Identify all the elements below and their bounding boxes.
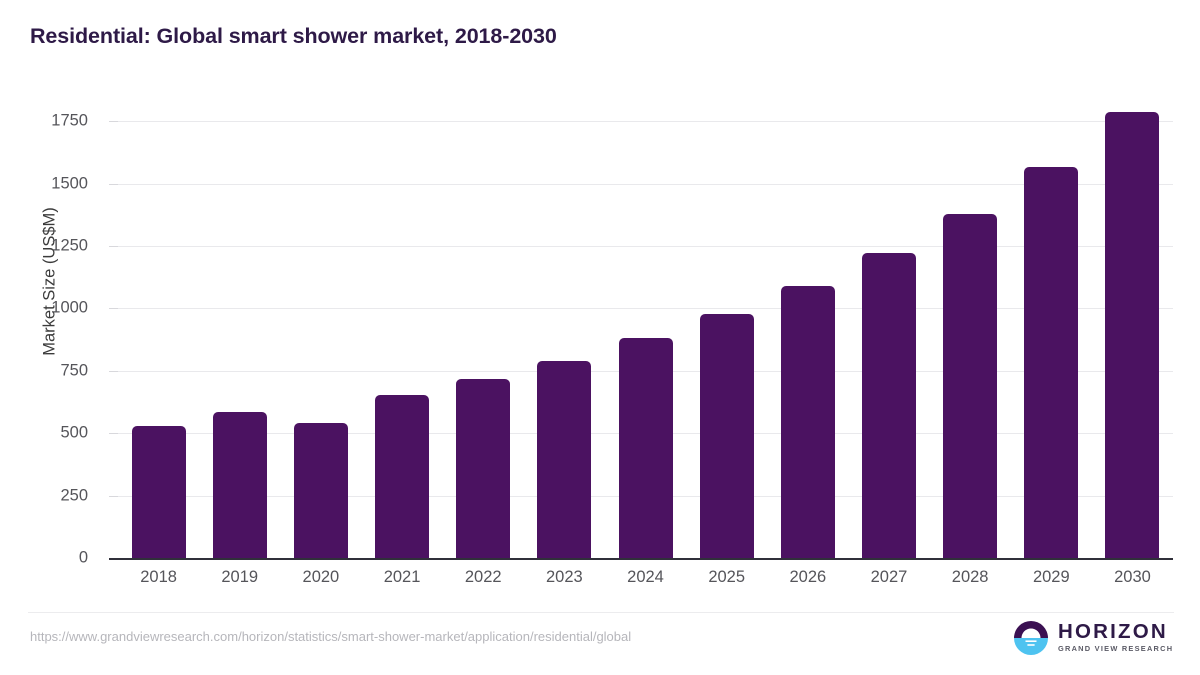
y-axis-tick-label: 0 bbox=[78, 548, 88, 567]
logo-subtitle: GRAND VIEW RESEARCH bbox=[1058, 644, 1174, 653]
y-axis-title: Market Size (US$M) bbox=[40, 207, 59, 356]
bar-slot bbox=[443, 90, 524, 558]
y-axis-tickmark bbox=[109, 433, 118, 435]
bar-slot bbox=[1011, 90, 1092, 558]
bar-series bbox=[118, 90, 1173, 558]
bar-slot bbox=[1092, 90, 1173, 558]
bar-2022[interactable] bbox=[456, 378, 511, 558]
y-axis-tick-label: 1500 bbox=[51, 174, 88, 193]
source-url[interactable]: https://www.grandviewresearch.com/horizo… bbox=[30, 629, 632, 644]
y-axis-tickmark bbox=[109, 370, 118, 372]
x-axis-tick-label: 2030 bbox=[1114, 568, 1151, 586]
x-axis-tick-label: 2021 bbox=[383, 568, 421, 586]
gridline bbox=[118, 183, 1173, 185]
bar-2021[interactable] bbox=[375, 394, 430, 558]
bar-2024[interactable] bbox=[618, 338, 673, 558]
bar-slot bbox=[848, 90, 929, 558]
x-axis-tick-label: 2025 bbox=[708, 568, 746, 586]
footer-divider bbox=[28, 612, 1174, 613]
bar-slot bbox=[524, 90, 605, 558]
x-axis-tick-label: 2028 bbox=[951, 568, 989, 586]
x-axis-tick-label: 2019 bbox=[221, 568, 259, 586]
bar-2018[interactable] bbox=[131, 425, 186, 558]
bar-slot bbox=[199, 90, 280, 558]
y-axis-tick-label: 1750 bbox=[51, 111, 88, 130]
bar-2028[interactable] bbox=[943, 213, 998, 558]
bar-2023[interactable] bbox=[537, 360, 592, 558]
y-axis-tickmark bbox=[109, 183, 118, 185]
bar-2019[interactable] bbox=[212, 411, 267, 558]
y-axis-tick-label: 1000 bbox=[51, 298, 88, 317]
gridline bbox=[118, 246, 1173, 247]
bar-slot bbox=[686, 90, 767, 558]
chart-plot-area: Market Size (US$M) 0 250 500 750 1000 1250 150… bbox=[0, 90, 1200, 600]
bar-slot bbox=[118, 90, 199, 558]
x-axis-line bbox=[109, 558, 1173, 560]
x-axis-tick-label: 2023 bbox=[546, 568, 583, 586]
bar-slot bbox=[605, 90, 686, 558]
x-axis-tick-label: 2026 bbox=[789, 568, 827, 586]
bar-slot bbox=[280, 90, 361, 558]
gridline bbox=[118, 121, 1173, 123]
horizon-logo-text: HORIZON GRAND VIEW RESEARCH bbox=[1058, 621, 1173, 654]
x-axis-tick-label: 2018 bbox=[140, 568, 177, 586]
bar-2027[interactable] bbox=[861, 253, 916, 558]
logo-wordmark: HORIZON bbox=[1058, 620, 1168, 643]
x-axis-tick-label: 2024 bbox=[627, 568, 664, 586]
y-axis-tick-label: 750 bbox=[60, 361, 88, 380]
bar-slot bbox=[361, 90, 442, 558]
horizon-logo-icon bbox=[1014, 621, 1048, 655]
y-axis-tickmark bbox=[109, 495, 118, 497]
x-axis-tick-label: 2029 bbox=[1032, 568, 1070, 586]
bar-2030[interactable] bbox=[1105, 112, 1160, 558]
bar-2026[interactable] bbox=[780, 285, 835, 558]
x-axis-tick-label: 2027 bbox=[870, 568, 908, 586]
bar-2025[interactable] bbox=[699, 313, 754, 558]
horizon-logo[interactable]: HORIZON GRAND VIEW RESEARCH bbox=[1012, 618, 1174, 660]
x-axis-tick-label: 2022 bbox=[464, 568, 502, 586]
y-axis-tick-label: 1250 bbox=[51, 236, 88, 255]
y-axis-tickmark bbox=[109, 308, 118, 310]
x-axis-tick-label: 2020 bbox=[302, 568, 340, 586]
bar-2020[interactable] bbox=[293, 423, 348, 558]
y-axis-tickmark bbox=[109, 121, 118, 123]
gridline bbox=[118, 308, 1173, 310]
page-title: Residential: Global smart shower market,… bbox=[30, 24, 557, 48]
x-axis-tick-labels: 2018 2019 2020 2021 2022 2023 2024 2025 2026 2027… bbox=[118, 568, 1173, 587]
bar-2029[interactable] bbox=[1024, 167, 1079, 558]
y-axis-tickmark bbox=[109, 246, 118, 247]
bar-slot bbox=[930, 90, 1011, 558]
y-axis-tick-label: 250 bbox=[60, 486, 88, 505]
bar-slot bbox=[767, 90, 848, 558]
y-axis-tick-label: 500 bbox=[60, 423, 88, 442]
